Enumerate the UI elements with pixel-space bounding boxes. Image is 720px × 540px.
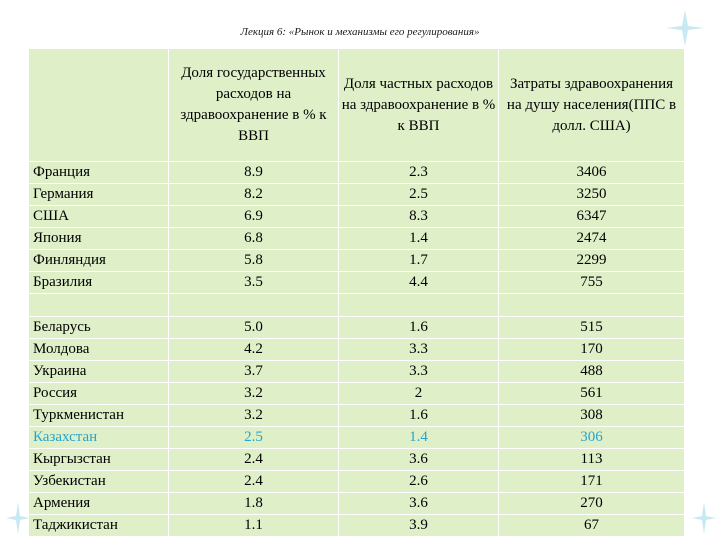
- per-capita-cell: 561: [498, 382, 685, 405]
- country-cell: Россия: [28, 382, 169, 405]
- table-row: Узбекистан 2.4 2.6 171: [28, 470, 685, 493]
- country-cell: Армения: [28, 492, 169, 515]
- gov-share-cell: 2.4: [168, 470, 339, 493]
- country-cell: Таджикистан: [28, 514, 169, 537]
- private-share-cell: 1.4: [338, 426, 499, 449]
- private-share-cell: 8.3: [338, 205, 499, 228]
- private-share-cell: 3.6: [338, 492, 499, 515]
- country-cell: Германия: [28, 183, 169, 206]
- health-expenditure-table-container: Доля государственных расходов на здравоо…: [28, 48, 685, 537]
- gov-share-cell: 1.1: [168, 514, 339, 537]
- per-capita-cell: 755: [498, 271, 685, 294]
- country-cell: Финляндия: [28, 249, 169, 272]
- empty-cell: [338, 293, 499, 317]
- table-row: Казахстан 2.5 1.4 306: [28, 426, 685, 449]
- sparkle-decoration-bottom-right: [692, 502, 716, 534]
- private-share-cell: 2.5: [338, 183, 499, 206]
- table-row: США 6.9 8.3 6347: [28, 205, 685, 228]
- table-row: Молдова 4.2 3.3 170: [28, 338, 685, 361]
- table-row: Германия 8.2 2.5 3250: [28, 183, 685, 206]
- table-row: Бразилия 3.5 4.4 755: [28, 271, 685, 294]
- gov-share-cell: 8.9: [168, 161, 339, 184]
- header-country: [28, 48, 169, 162]
- table-row: Финляндия 5.8 1.7 2299: [28, 249, 685, 272]
- per-capita-cell: 270: [498, 492, 685, 515]
- table-row: Туркменистан 3.2 1.6 308: [28, 404, 685, 427]
- per-capita-cell: 171: [498, 470, 685, 493]
- per-capita-cell: 113: [498, 448, 685, 471]
- country-cell: Япония: [28, 227, 169, 250]
- private-share-cell: 3.6: [338, 448, 499, 471]
- private-share-cell: 2.3: [338, 161, 499, 184]
- country-cell: Франция: [28, 161, 169, 184]
- table-row: Кыргызстан 2.4 3.6 113: [28, 448, 685, 471]
- table-row: Япония 6.8 1.4 2474: [28, 227, 685, 250]
- per-capita-cell: 2474: [498, 227, 685, 250]
- per-capita-cell: 3250: [498, 183, 685, 206]
- table-header-row: Доля государственных расходов на здравоо…: [28, 48, 685, 162]
- private-share-cell: 1.7: [338, 249, 499, 272]
- country-cell: США: [28, 205, 169, 228]
- per-capita-cell: 308: [498, 404, 685, 427]
- per-capita-cell: 306: [498, 426, 685, 449]
- gov-share-cell: 6.8: [168, 227, 339, 250]
- gov-share-cell: 6.9: [168, 205, 339, 228]
- private-share-cell: 1.6: [338, 316, 499, 339]
- gov-share-cell: 3.5: [168, 271, 339, 294]
- country-cell: Кыргызстан: [28, 448, 169, 471]
- per-capita-cell: 515: [498, 316, 685, 339]
- per-capita-cell: 6347: [498, 205, 685, 228]
- table-row: Россия 3.2 2 561: [28, 382, 685, 405]
- per-capita-cell: 67: [498, 514, 685, 537]
- country-cell: Казахстан: [28, 426, 169, 449]
- per-capita-cell: 2299: [498, 249, 685, 272]
- gov-share-cell: 2.4: [168, 448, 339, 471]
- header-private-share: Доля частных расходов на здравоохранение…: [338, 48, 499, 162]
- per-capita-cell: 488: [498, 360, 685, 383]
- private-share-cell: 2.6: [338, 470, 499, 493]
- gov-share-cell: 3.2: [168, 404, 339, 427]
- header-per-capita: Затраты здравоохранения на душу населени…: [498, 48, 685, 162]
- table-row: Украина 3.7 3.3 488: [28, 360, 685, 383]
- gov-share-cell: 4.2: [168, 338, 339, 361]
- private-share-cell: 1.6: [338, 404, 499, 427]
- empty-cell: [498, 293, 685, 317]
- country-cell: Украина: [28, 360, 169, 383]
- table-row: Франция 8.9 2.3 3406: [28, 161, 685, 184]
- country-cell: Беларусь: [28, 316, 169, 339]
- private-share-cell: 2: [338, 382, 499, 405]
- group-separator-row: [28, 293, 685, 317]
- private-share-cell: 1.4: [338, 227, 499, 250]
- gov-share-cell: 5.8: [168, 249, 339, 272]
- gov-share-cell: 2.5: [168, 426, 339, 449]
- private-share-cell: 3.3: [338, 338, 499, 361]
- header-gov-share: Доля государственных расходов на здравоо…: [168, 48, 339, 162]
- country-cell: Молдова: [28, 338, 169, 361]
- table-row: Беларусь 5.0 1.6 515: [28, 316, 685, 339]
- slide-title: Лекция 6: «Рынок и механизмы его регулир…: [240, 26, 480, 38]
- country-cell: Туркменистан: [28, 404, 169, 427]
- country-cell: Узбекистан: [28, 470, 169, 493]
- gov-share-cell: 3.2: [168, 382, 339, 405]
- empty-cell: [168, 293, 339, 317]
- empty-cell: [28, 293, 169, 317]
- per-capita-cell: 170: [498, 338, 685, 361]
- country-cell: Бразилия: [28, 271, 169, 294]
- private-share-cell: 3.9: [338, 514, 499, 537]
- gov-share-cell: 5.0: [168, 316, 339, 339]
- gov-share-cell: 1.8: [168, 492, 339, 515]
- table-row: Таджикистан 1.1 3.9 67: [28, 514, 685, 537]
- private-share-cell: 3.3: [338, 360, 499, 383]
- table-row: Армения 1.8 3.6 270: [28, 492, 685, 515]
- gov-share-cell: 8.2: [168, 183, 339, 206]
- gov-share-cell: 3.7: [168, 360, 339, 383]
- private-share-cell: 4.4: [338, 271, 499, 294]
- health-expenditure-table: Доля государственных расходов на здравоо…: [28, 48, 685, 537]
- per-capita-cell: 3406: [498, 161, 685, 184]
